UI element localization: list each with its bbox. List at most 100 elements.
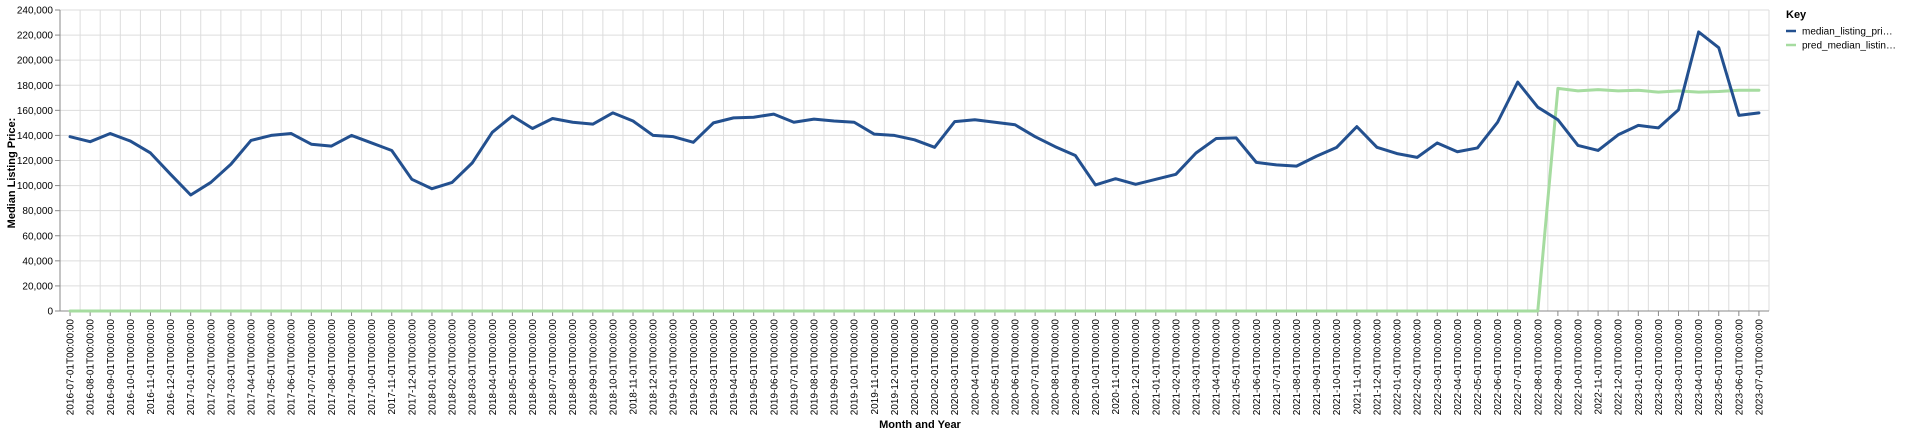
x-tick-label: 2022-01-01T00:00:00 [1393, 319, 1404, 416]
x-tick-label: 2018-03-01T00:00:00 [468, 319, 479, 416]
x-axis: 2016-07-01T00:00:00 2016-08-01T00:00:00 20… [60, 310, 1769, 416]
x-tick-label: 2018-05-01T00:00:00 [508, 319, 519, 416]
x-tick-label: 2018-12-01T00:00:00 [649, 319, 660, 416]
x-tick-label: 2019-06-01T00:00:00 [769, 319, 780, 416]
grid-lines [59, 9, 1770, 312]
x-tick-label: 2019-05-01T00:00:00 [749, 319, 760, 416]
series-line-0 [68, 30, 1761, 197]
x-tick-label: 2017-02-01T00:00:00 [206, 319, 217, 416]
x-tick-label: 2021-04-01T00:00:00 [1212, 319, 1223, 416]
x-tick-label: 2021-02-01T00:00:00 [1171, 319, 1182, 416]
x-tick-label: 2016-07-01T00:00:00 [66, 319, 77, 416]
x-tick-label: 2021-10-01T00:00:00 [1332, 319, 1343, 416]
x-tick-label: 2022-10-01T00:00:00 [1573, 319, 1584, 416]
x-tick-label: 2021-12-01T00:00:00 [1372, 319, 1383, 416]
x-tick-label: 2022-04-01T00:00:00 [1453, 319, 1464, 416]
x-tick-label: 2020-06-01T00:00:00 [1011, 319, 1022, 416]
x-tick-label: 2020-09-01T00:00:00 [1071, 319, 1082, 416]
x-tick-label: 2019-02-01T00:00:00 [689, 319, 700, 416]
x-tick-label: 2023-01-01T00:00:00 [1634, 319, 1645, 416]
x-tick-label: 2021-09-01T00:00:00 [1312, 319, 1323, 416]
x-tick-label: 2018-09-01T00:00:00 [588, 319, 599, 416]
y-axis-title: Median Listing Price: [6, 118, 18, 229]
x-tick-label: 2021-08-01T00:00:00 [1292, 319, 1303, 416]
y-tick-label: 60,000 [22, 231, 53, 242]
x-tick-label: 2017-05-01T00:00:00 [267, 319, 278, 416]
x-tick-label: 2017-11-01T00:00:00 [387, 319, 398, 415]
x-tick-label: 2021-06-01T00:00:00 [1252, 319, 1263, 416]
x-tick-label: 2023-04-01T00:00:00 [1694, 319, 1705, 416]
x-tick-label: 2019-08-01T00:00:00 [809, 319, 820, 416]
x-tick-label: 2023-02-01T00:00:00 [1654, 319, 1665, 416]
x-tick-label: 2018-10-01T00:00:00 [608, 319, 619, 416]
x-tick-label: 2017-03-01T00:00:00 [226, 319, 237, 416]
y-tick-label: 240,000 [17, 6, 54, 17]
x-tick-label: 2022-09-01T00:00:00 [1553, 319, 1564, 416]
x-tick-label: 2020-05-01T00:00:00 [990, 319, 1001, 416]
x-tick-label: 2021-03-01T00:00:00 [1191, 319, 1202, 416]
x-tick-label: 2018-08-01T00:00:00 [568, 319, 579, 416]
x-tick-label: 2022-06-01T00:00:00 [1493, 319, 1504, 416]
x-tick-label: 2017-06-01T00:00:00 [287, 319, 298, 416]
y-tick-label: 160,000 [17, 106, 54, 117]
x-tick-label: 2018-02-01T00:00:00 [448, 319, 459, 416]
y-tick-label: 80,000 [22, 206, 53, 217]
x-tick-label: 2019-09-01T00:00:00 [830, 319, 841, 416]
x-tick-label: 2019-11-01T00:00:00 [870, 319, 881, 415]
x-tick-label: 2022-02-01T00:00:00 [1413, 319, 1424, 416]
x-tick-label: 2021-05-01T00:00:00 [1232, 319, 1243, 416]
y-tick-label: 220,000 [17, 31, 54, 42]
x-tick-label: 2019-10-01T00:00:00 [850, 319, 861, 416]
x-tick-label: 2018-01-01T00:00:00 [427, 319, 438, 416]
x-tick-label: 2021-07-01T00:00:00 [1272, 319, 1283, 416]
x-tick-label: 2020-03-01T00:00:00 [950, 319, 961, 416]
x-tick-label: 2017-09-01T00:00:00 [347, 319, 358, 416]
x-tick-label: 2020-02-01T00:00:00 [930, 319, 941, 416]
x-tick-label: 2018-11-01T00:00:00 [629, 319, 640, 415]
y-tick-label: 180,000 [17, 81, 54, 92]
x-tick-label: 2018-06-01T00:00:00 [528, 319, 539, 416]
x-tick-label: 2017-01-01T00:00:00 [186, 319, 197, 416]
x-tick-label: 2020-11-01T00:00:00 [1111, 319, 1122, 415]
x-tick-label: 2019-01-01T00:00:00 [669, 319, 680, 416]
x-tick-label: 2018-07-01T00:00:00 [548, 319, 559, 416]
x-tick-label: 2023-03-01T00:00:00 [1674, 319, 1685, 416]
x-tick-label: 2019-04-01T00:00:00 [729, 319, 740, 416]
x-tick-label: 2019-07-01T00:00:00 [789, 319, 800, 416]
y-axis: 0 20,000 40,000 60,000 80,000 100,000 120,000 1… [17, 6, 61, 318]
x-tick-label: 2020-12-01T00:00:00 [1131, 319, 1142, 416]
x-tick-label: 2023-05-01T00:00:00 [1714, 319, 1725, 416]
x-tick-label: 2020-04-01T00:00:00 [970, 319, 981, 416]
x-tick-label: 2016-08-01T00:00:00 [86, 319, 97, 416]
x-tick-label: 2022-07-01T00:00:00 [1513, 319, 1524, 416]
x-tick-label: 2023-06-01T00:00:00 [1734, 319, 1745, 416]
x-tick-label: 2022-08-01T00:00:00 [1533, 319, 1544, 416]
x-tick-label: 2020-01-01T00:00:00 [910, 319, 921, 416]
series-line-1 [68, 86, 1761, 313]
x-tick-label: 2022-05-01T00:00:00 [1473, 319, 1484, 416]
x-tick-label: 2016-11-01T00:00:00 [146, 319, 157, 415]
x-tick-label: 2022-03-01T00:00:00 [1433, 319, 1444, 416]
legend-title: Key [1786, 9, 1807, 21]
x-tick-label: 2017-08-01T00:00:00 [327, 319, 338, 416]
series-lines [68, 30, 1761, 313]
x-axis-title: Month and Year [879, 419, 961, 431]
y-tick-label: 140,000 [17, 131, 54, 142]
x-tick-label: 2020-10-01T00:00:00 [1091, 319, 1102, 416]
x-tick-label: 2022-11-01T00:00:00 [1594, 319, 1605, 415]
legend-label: median_listing_pri… [1802, 27, 1893, 38]
x-tick-label: 2016-10-01T00:00:00 [126, 319, 137, 416]
x-tick-label: 2019-03-01T00:00:00 [709, 319, 720, 416]
x-tick-label: 2016-12-01T00:00:00 [166, 319, 177, 416]
x-tick-label: 2020-07-01T00:00:00 [1031, 319, 1042, 416]
x-tick-label: 2017-12-01T00:00:00 [407, 319, 418, 416]
y-tick-label: 20,000 [22, 281, 53, 292]
x-tick-label: 2017-04-01T00:00:00 [247, 319, 258, 416]
x-tick-label: 2016-09-01T00:00:00 [106, 319, 117, 416]
x-tick-label: 2018-04-01T00:00:00 [488, 319, 499, 416]
x-tick-label: 2021-11-01T00:00:00 [1352, 319, 1363, 415]
y-tick-label: 120,000 [17, 156, 54, 167]
x-tick-label: 2017-07-01T00:00:00 [307, 319, 318, 416]
x-tick-label: 2019-12-01T00:00:00 [890, 319, 901, 416]
x-tick-label: 2017-10-01T00:00:00 [367, 319, 378, 416]
